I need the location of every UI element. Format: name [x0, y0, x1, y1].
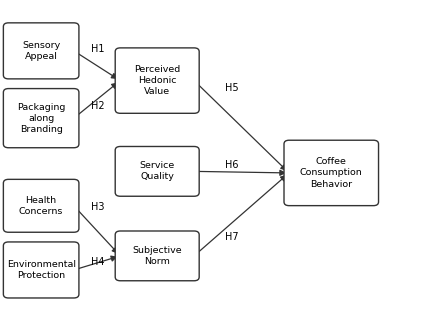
- Text: H3: H3: [91, 202, 105, 212]
- Text: Subjective
Norm: Subjective Norm: [133, 246, 182, 266]
- Text: Environmental
Protection: Environmental Protection: [7, 260, 76, 280]
- FancyBboxPatch shape: [3, 179, 79, 232]
- FancyBboxPatch shape: [3, 89, 79, 148]
- Text: H5: H5: [225, 83, 238, 93]
- Text: H1: H1: [91, 44, 105, 54]
- Text: Service
Quality: Service Quality: [140, 161, 175, 182]
- Text: H7: H7: [225, 232, 238, 242]
- FancyBboxPatch shape: [115, 231, 199, 281]
- Text: Sensory
Appeal: Sensory Appeal: [22, 41, 60, 61]
- FancyBboxPatch shape: [115, 48, 199, 113]
- FancyBboxPatch shape: [115, 146, 199, 196]
- Text: H4: H4: [91, 257, 105, 267]
- FancyBboxPatch shape: [284, 140, 379, 206]
- Text: Packaging
along
Branding: Packaging along Branding: [17, 103, 65, 134]
- Text: H2: H2: [91, 101, 105, 111]
- Text: Perceived
Hedonic
Value: Perceived Hedonic Value: [134, 65, 180, 96]
- Text: H6: H6: [225, 160, 238, 170]
- FancyBboxPatch shape: [3, 242, 79, 298]
- Text: Health
Concerns: Health Concerns: [19, 196, 63, 216]
- FancyBboxPatch shape: [3, 23, 79, 79]
- Text: Coffee
Consumption
Behavior: Coffee Consumption Behavior: [300, 157, 362, 188]
